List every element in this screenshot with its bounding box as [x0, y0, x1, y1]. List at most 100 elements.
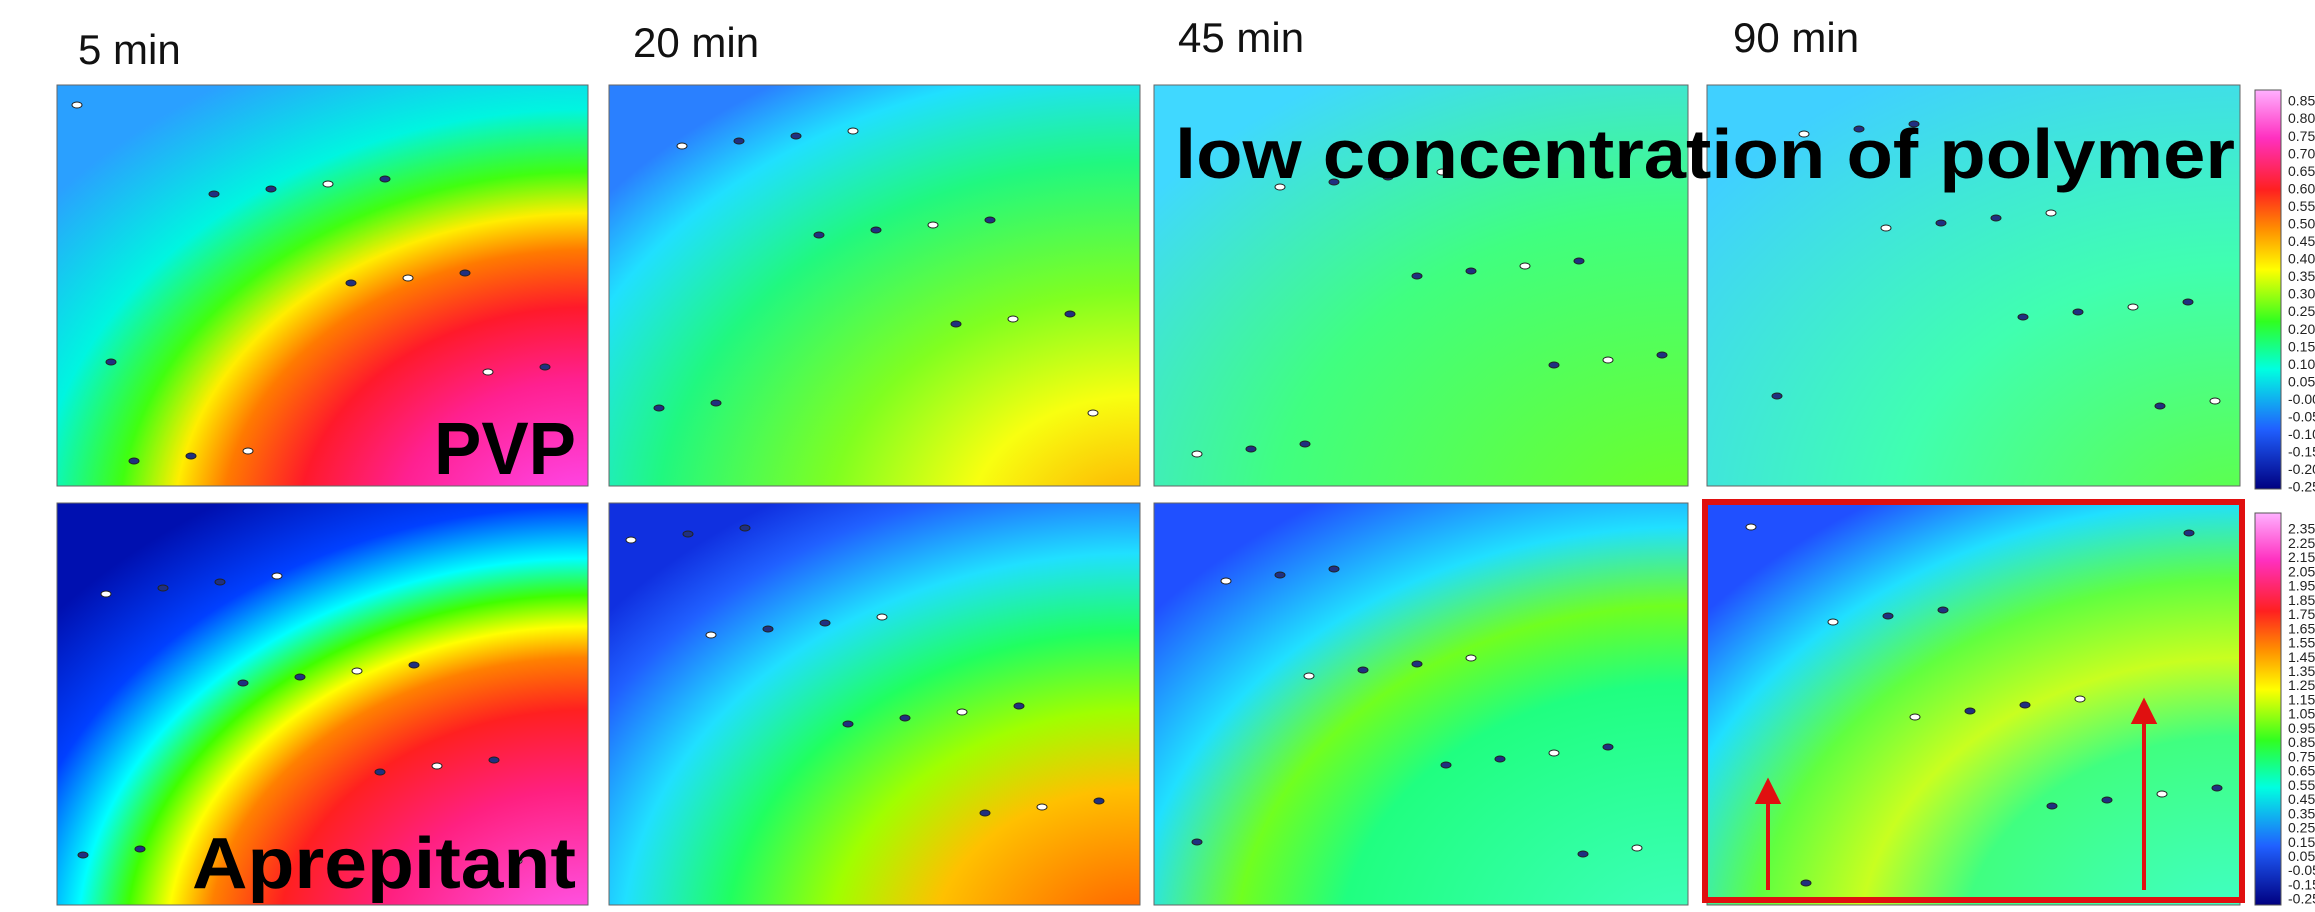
- speck: [134, 845, 146, 853]
- speck: [185, 452, 197, 460]
- colorbar-label: 0.50: [2288, 216, 2315, 232]
- colorbar-label: 1.45: [2288, 649, 2315, 665]
- speck: [539, 363, 551, 371]
- colorbar-label: -0.05: [2288, 409, 2315, 425]
- speck: [1800, 879, 1812, 887]
- speck: [2017, 313, 2029, 321]
- speck: [77, 851, 89, 859]
- speck: [1357, 666, 1369, 674]
- colorbar-label: 0.65: [2288, 763, 2315, 779]
- colorbar-label: 1.55: [2288, 635, 2315, 651]
- colorbar-label: 0.45: [2288, 791, 2315, 807]
- speck: [214, 578, 226, 586]
- row-label: Aprepitant: [192, 824, 576, 904]
- speck: [705, 631, 717, 639]
- speck: [2154, 402, 2166, 410]
- colorbar-label: 1.65: [2288, 620, 2315, 636]
- colorbar-label: 0.15: [2288, 338, 2315, 354]
- colorbar-label: 0.25: [2288, 303, 2315, 319]
- speck: [1935, 219, 1947, 227]
- speck: [1573, 257, 1585, 265]
- speck: [431, 762, 443, 770]
- speck: [819, 619, 831, 627]
- speck: [1191, 838, 1203, 846]
- speck: [1245, 445, 1257, 453]
- speck: [1328, 565, 1340, 573]
- colorbar-label: 2.05: [2288, 563, 2315, 579]
- speck: [1745, 523, 1757, 531]
- speck: [2101, 796, 2113, 804]
- speck: [1656, 351, 1668, 359]
- speck: [1274, 571, 1286, 579]
- speck: [322, 180, 334, 188]
- colorbar-label: 1.05: [2288, 706, 2315, 722]
- speck: [653, 404, 665, 412]
- colorbar-label: 0.60: [2288, 180, 2315, 196]
- colorbar-label: 1.75: [2288, 606, 2315, 622]
- speck: [459, 269, 471, 277]
- colorbar: [2254, 512, 2282, 906]
- speck: [2156, 790, 2168, 798]
- speck: [762, 625, 774, 633]
- colorbar-label: 0.40: [2288, 251, 2315, 267]
- colorbar-label: -0.20: [2288, 461, 2315, 477]
- colorbar-label: 0.75: [2288, 748, 2315, 764]
- speck: [1087, 409, 1099, 417]
- speck: [128, 457, 140, 465]
- time-label: 20 min: [633, 19, 759, 66]
- speck: [1882, 612, 1894, 620]
- speck: [100, 590, 112, 598]
- speck: [1436, 168, 1448, 176]
- speck: [1771, 392, 1783, 400]
- colorbar-label: 0.20: [2288, 321, 2315, 337]
- speck: [1908, 120, 1920, 128]
- speck: [1299, 440, 1311, 448]
- speck: [1093, 797, 1105, 805]
- speck: [1465, 267, 1477, 275]
- speck: [739, 524, 751, 532]
- speck: [1036, 803, 1048, 811]
- speck: [1853, 125, 1865, 133]
- speck: [294, 673, 306, 681]
- speck: [1220, 577, 1232, 585]
- heatmap-panel: [56, 84, 589, 487]
- colorbar: [2254, 89, 2282, 490]
- colorbar-label: 1.35: [2288, 663, 2315, 679]
- arrow-head: [2130, 697, 2158, 724]
- highlight-box: [1702, 499, 2245, 903]
- speck: [1274, 183, 1286, 191]
- speck: [1328, 178, 1340, 186]
- speck: [242, 447, 254, 455]
- speck: [1411, 660, 1423, 668]
- colorbar-label: 0.15: [2288, 834, 2315, 850]
- colorbar-label: 0.30: [2288, 286, 2315, 302]
- speck: [374, 768, 386, 776]
- speck: [1964, 707, 1976, 715]
- colorbar-label: 1.85: [2288, 592, 2315, 608]
- speck: [271, 572, 283, 580]
- speck: [488, 756, 500, 764]
- colorbar-label: 0.35: [2288, 805, 2315, 821]
- speck: [899, 714, 911, 722]
- speck: [2046, 802, 2058, 810]
- row-label: PVP: [434, 407, 576, 490]
- colorbar-label: 0.35: [2288, 268, 2315, 284]
- speck: [482, 368, 494, 376]
- time-label: 45 min: [1178, 14, 1304, 61]
- speck: [733, 137, 745, 145]
- speck: [351, 667, 363, 675]
- speck: [1548, 749, 1560, 757]
- heatmap-panel: [1153, 84, 1689, 487]
- colorbar-label: 0.05: [2288, 373, 2315, 389]
- heatmap-panel: [56, 502, 589, 906]
- colorbar-label: 0.45: [2288, 233, 2315, 249]
- speck: [1602, 356, 1614, 364]
- colorbar-label: 0.95: [2288, 720, 2315, 736]
- speck: [870, 226, 882, 234]
- speck: [2182, 298, 2194, 306]
- heatmaps: [56, 84, 2241, 906]
- time-label: 90 min: [1733, 14, 1859, 61]
- speck: [1191, 450, 1203, 458]
- speck: [1937, 606, 1949, 614]
